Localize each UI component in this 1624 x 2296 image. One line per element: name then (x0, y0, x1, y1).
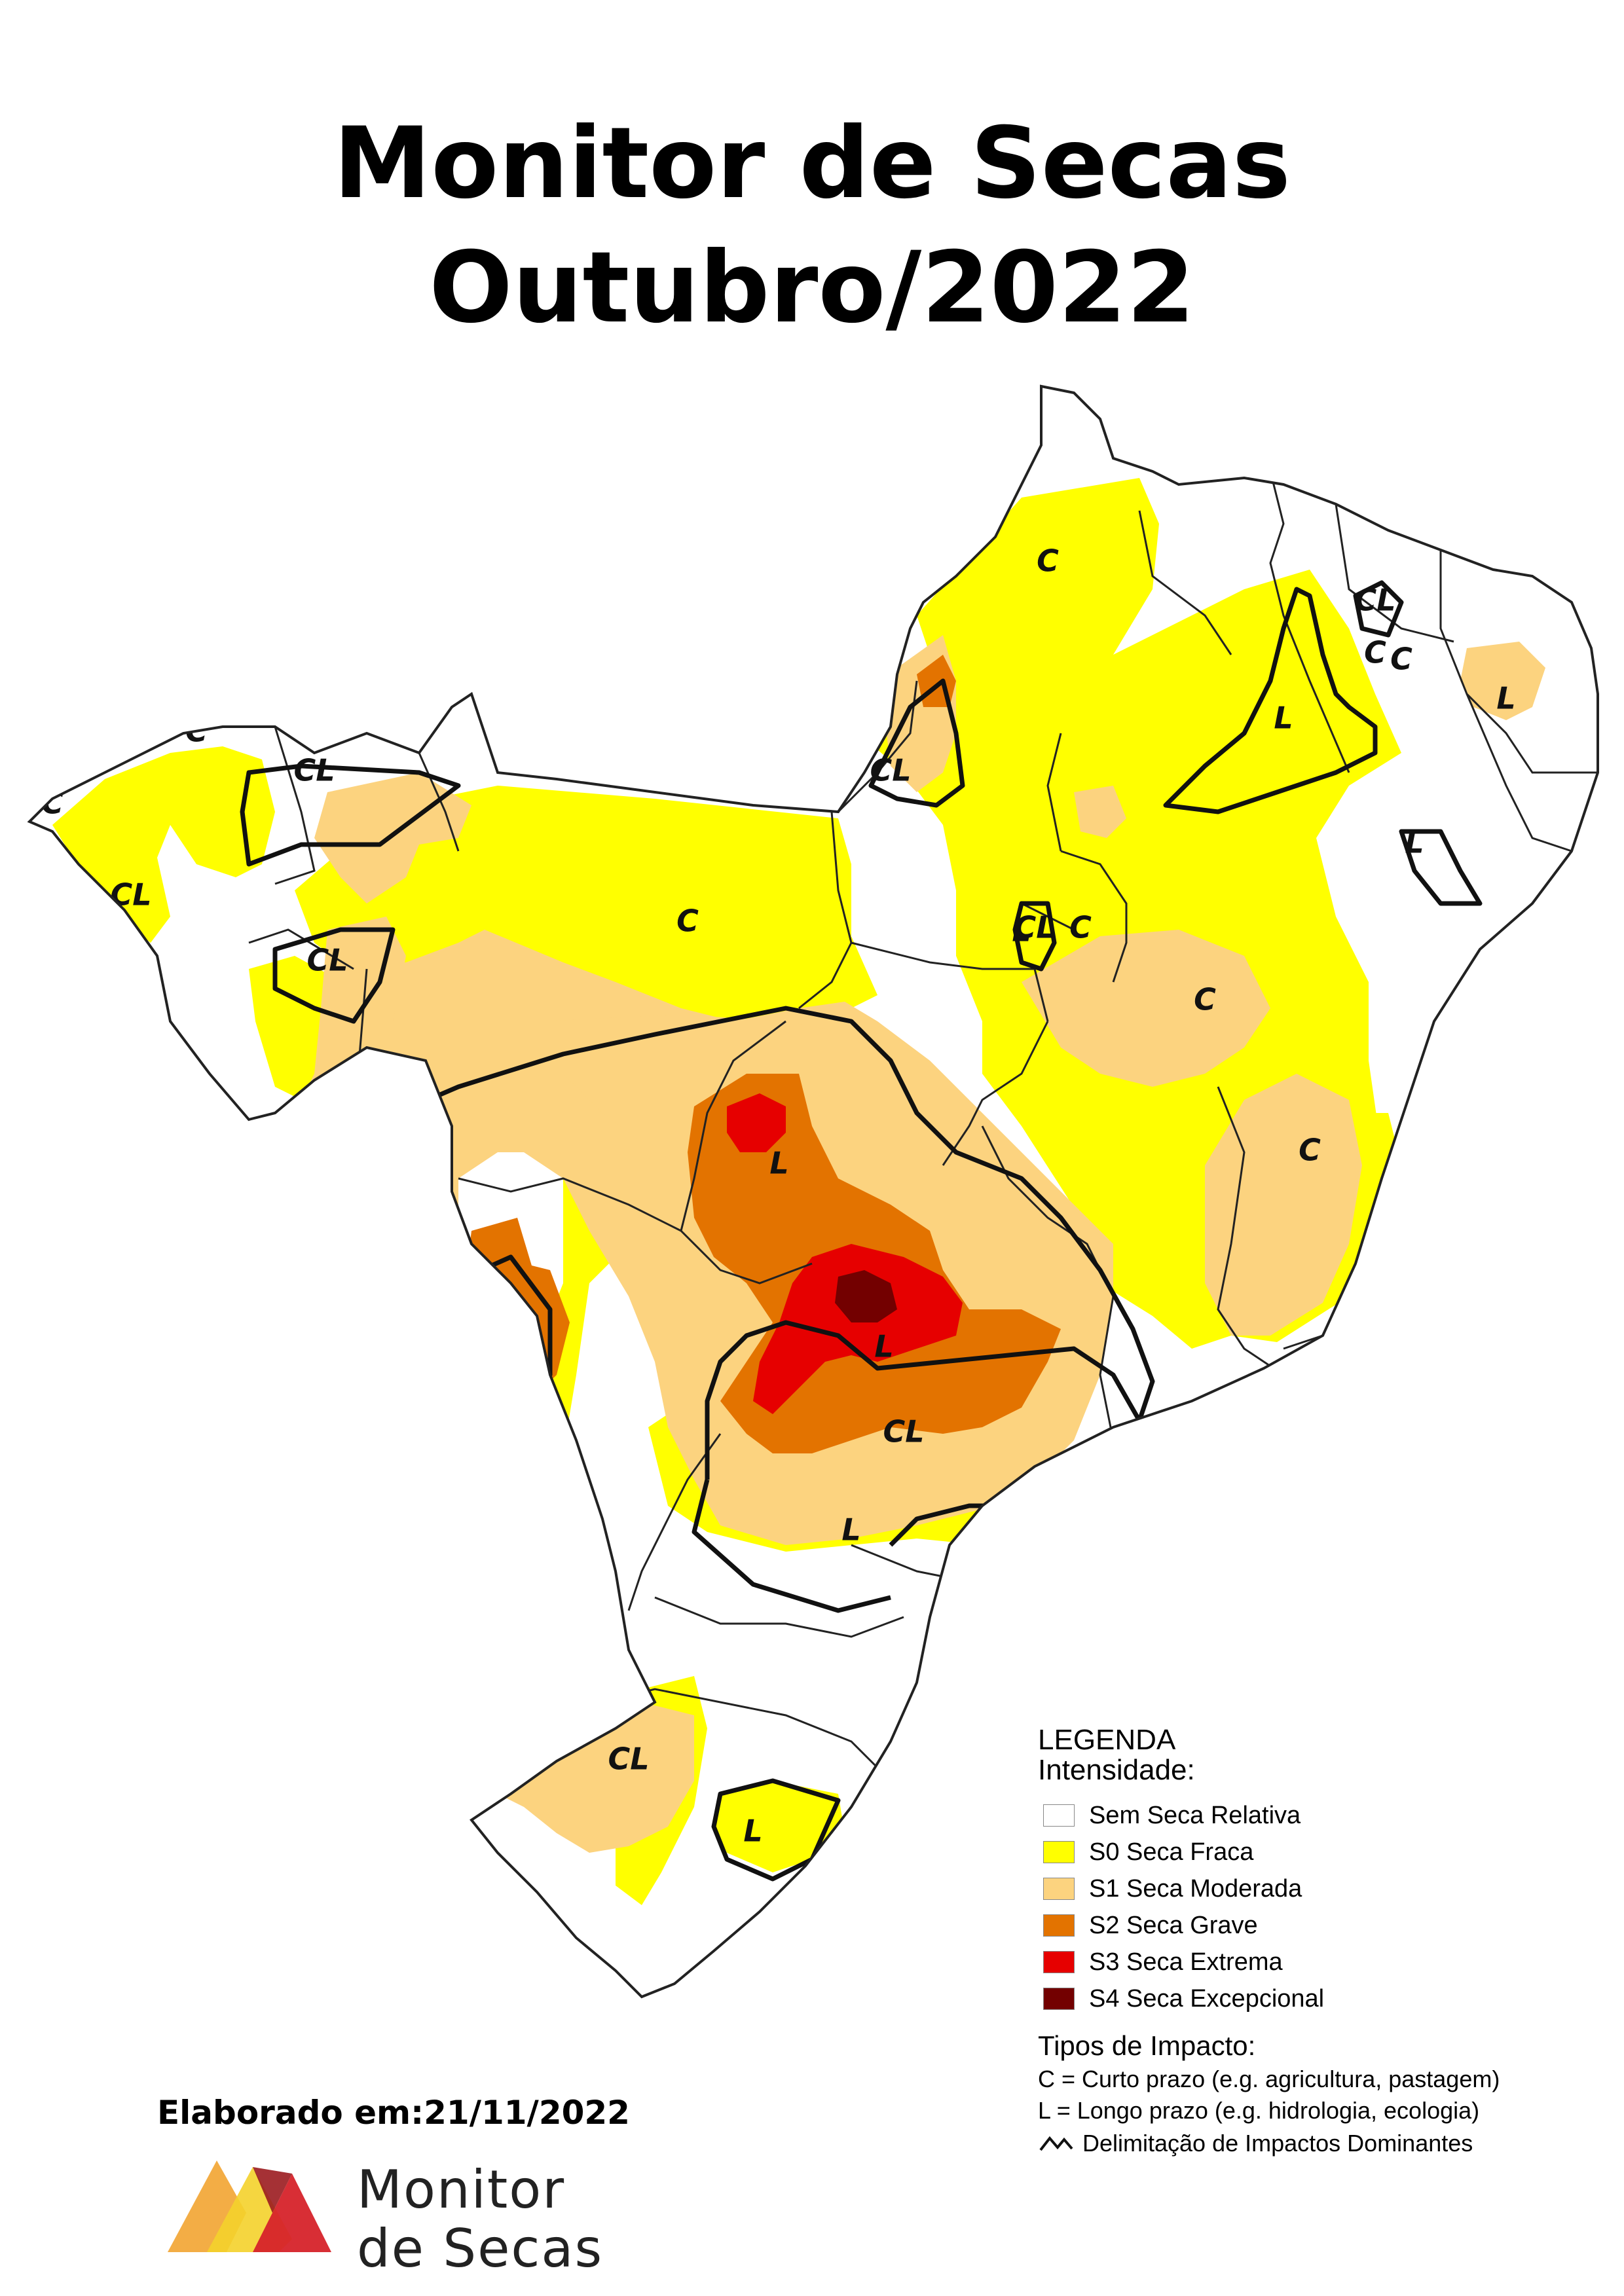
zone-s4 (835, 1270, 897, 1322)
legend-item: S1 Seca Moderada (1038, 1870, 1614, 1907)
impact-label: C (41, 786, 64, 821)
delimitation-line-icon (1039, 2136, 1073, 2151)
map-title: Monitor de Secas (333, 107, 1291, 221)
legend-item: S2 Seca Grave (1038, 1907, 1614, 1944)
map-subtitle: Outubro/2022 (429, 231, 1195, 345)
impact-label: C (676, 903, 699, 939)
impact-label: CL (1014, 910, 1055, 945)
legend-impact-type: L = Longo prazo (e.g. hidrologia, ecolog… (1038, 2097, 1480, 2124)
impact-label: L (1405, 825, 1424, 860)
impact-label: CL (870, 753, 911, 788)
logo-text: Monitor de Secas (357, 2160, 603, 2278)
legend-delimitation-label: Delimitação de Impactos Dominantes (1082, 2130, 1473, 2157)
monitor-de-secas-logo (168, 2160, 331, 2252)
legend: LEGENDA Intensidade: Sem Seca Relativa S… (1038, 1724, 1614, 2157)
impact-label: C (1364, 635, 1386, 670)
impact-label: L (769, 1146, 788, 1181)
impact-label: C (1390, 642, 1412, 677)
impact-label: CL (608, 1741, 649, 1777)
legend-item: S3 Seca Extrema (1038, 1944, 1614, 1980)
legend-swatch (1043, 1988, 1075, 2011)
legend-swatch (1043, 1804, 1075, 1827)
impact-label: L (841, 1512, 860, 1548)
impact-label: CL (110, 877, 151, 913)
legend-swatch (1043, 1914, 1075, 1937)
legend-label: S3 Seca Extrema (1089, 1948, 1283, 1976)
impact-labels: C CL L CL CL L C CL CL C CL L C L C C CL… (41, 543, 1516, 1849)
legend-heading: LEGENDA (1038, 1724, 1176, 1756)
impact-label: CL (1354, 583, 1395, 618)
elaboration-date: Elaborado em:21/11/2022 (157, 2094, 630, 2132)
legend-swatch (1043, 1878, 1075, 1901)
impact-label: L (743, 1813, 762, 1849)
impact-label: CL (306, 943, 348, 978)
impact-label: C (1194, 982, 1216, 1017)
impact-label: C (1037, 543, 1059, 579)
legend-item: Sem Seca Relativa (1038, 1797, 1614, 1834)
impact-label: L (1012, 913, 1031, 949)
legend-label: S0 Seca Fraca (1089, 1838, 1254, 1866)
impact-label: CL (293, 753, 335, 788)
impact-label: CL (477, 1316, 518, 1351)
legend-swatch (1043, 1951, 1075, 1974)
drought-map: C CL L CL CL L C CL CL C CL L C L C C CL… (28, 385, 1599, 1998)
legend-delimitation: Delimitação de Impactos Dominantes (1038, 2130, 1614, 2157)
impact-label: C (1069, 910, 1092, 945)
legend-label: Sem Seca Relativa (1089, 1801, 1301, 1829)
legend-swatch (1043, 1841, 1075, 1864)
legend-intensity-title: Intensidade: (1038, 1754, 1195, 1787)
impact-label: CL (883, 1414, 924, 1449)
logo-text-line2: de Secas (357, 2217, 604, 2279)
legend-item: S4 Seca Excepcional (1038, 1980, 1614, 2017)
impact-label: C (1299, 1133, 1321, 1168)
legend-impact-type: C = Curto prazo (e.g. agricultura, pasta… (1038, 2066, 1500, 2093)
legend-impact-title: Tipos de Impacto: (1038, 2030, 1256, 2062)
impact-label: L (1274, 701, 1293, 736)
legend-item: S0 Seca Fraca (1038, 1834, 1614, 1870)
impact-label: L (874, 1329, 893, 1364)
legend-label: S1 Seca Moderada (1089, 1874, 1302, 1903)
impact-label: L (1496, 681, 1515, 716)
legend-label: S4 Seca Excepcional (1089, 1984, 1325, 2013)
logo-text-line1: Monitor (357, 2159, 566, 2220)
legend-label: S2 Seca Grave (1089, 1911, 1258, 1939)
